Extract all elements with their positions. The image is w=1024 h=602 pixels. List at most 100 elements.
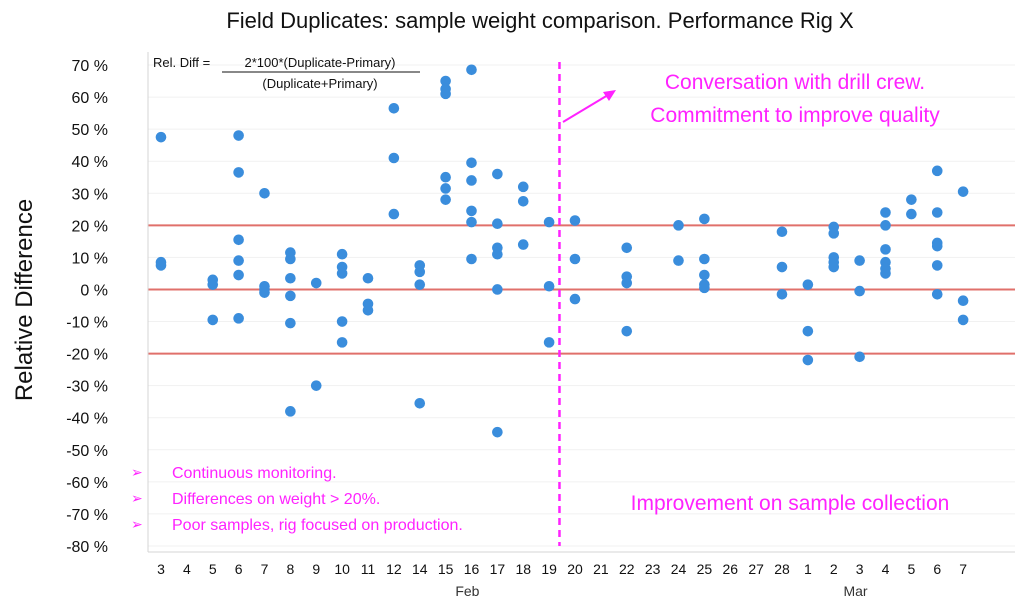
- x-tick-label: 11: [361, 561, 376, 577]
- x-tick-label: 22: [619, 561, 635, 577]
- data-points: [155, 64, 969, 438]
- data-point: [802, 354, 814, 366]
- y-tick-label: 20 %: [72, 218, 108, 235]
- y-tick-label: 60 %: [72, 90, 108, 107]
- bullet-list: ➢ Continuous monitoring. ➢ Differences o…: [131, 464, 463, 534]
- x-tick-label: 26: [722, 561, 738, 577]
- formula-prefix: Rel. Diff =: [153, 55, 210, 70]
- data-point: [155, 260, 167, 271]
- y-tick-label: -70 %: [66, 507, 108, 524]
- bullet-item: Poor samples, rig focused on production.: [172, 517, 463, 534]
- data-point: [569, 215, 581, 226]
- y-tick-labels: 70 % 60 % 50 % 40 % 30 % 20 % 10 % 0 % -10 % -20 …: [66, 58, 108, 556]
- x-tick-label: 1: [804, 561, 812, 577]
- x-tick-label: 9: [312, 561, 320, 577]
- data-point: [699, 213, 710, 225]
- data-point: [802, 279, 814, 290]
- data-point: [621, 325, 633, 337]
- data-point: [388, 208, 400, 220]
- data-point: [931, 288, 943, 300]
- data-point: [880, 244, 891, 255]
- data-point: [517, 239, 529, 250]
- data-point: [414, 279, 426, 290]
- data-point: [543, 216, 555, 228]
- conversation-text-line1: Conversation with drill crew.: [665, 71, 925, 94]
- x-tick-label: 8: [286, 561, 294, 577]
- conversation-text-line2: Commitment to improve quality: [650, 104, 940, 127]
- data-point: [310, 380, 322, 391]
- data-point: [336, 337, 348, 348]
- data-point: [285, 406, 296, 417]
- month-label: Mar: [843, 583, 867, 599]
- data-point: [776, 288, 788, 300]
- data-point: [569, 253, 581, 265]
- data-point: [854, 351, 865, 363]
- x-tick-label: 6: [933, 561, 941, 577]
- bullet-item: Differences on weight > 20%.: [172, 491, 380, 508]
- data-point: [440, 75, 451, 87]
- data-point: [336, 248, 348, 260]
- data-point: [543, 280, 555, 292]
- improvement-text: Improvement on sample collection: [631, 492, 950, 515]
- data-point: [310, 277, 322, 289]
- data-point: [828, 228, 840, 239]
- chart-title: Field Duplicates: sample weight comparis…: [226, 8, 854, 33]
- data-point: [233, 130, 244, 141]
- data-point: [492, 168, 503, 180]
- data-point: [492, 218, 503, 230]
- y-tick-label: 10 %: [72, 250, 108, 267]
- x-tick-label: 18: [515, 561, 531, 577]
- month-label: Feb: [455, 583, 479, 599]
- data-point: [621, 242, 633, 254]
- data-point: [440, 88, 451, 100]
- x-tick-label: 10: [334, 561, 350, 577]
- y-tick-label: -40 %: [66, 411, 108, 428]
- data-point: [776, 261, 788, 273]
- data-point: [336, 316, 348, 327]
- data-point: [492, 284, 503, 295]
- y-tick-label: 0 %: [80, 282, 108, 299]
- data-point: [466, 253, 477, 265]
- x-tick-label: 23: [645, 561, 661, 577]
- data-point: [880, 268, 891, 279]
- x-tick-label: 7: [261, 561, 269, 577]
- data-point: [466, 205, 477, 217]
- x-tick-label: 16: [464, 561, 480, 577]
- x-tick-label: 4: [882, 561, 890, 577]
- reference-lines: [148, 224, 1015, 355]
- x-tick-label: 17: [490, 561, 506, 577]
- x-tick-label: 25: [697, 561, 713, 577]
- data-point: [854, 285, 865, 297]
- data-point: [492, 248, 503, 260]
- data-point: [285, 272, 296, 284]
- data-point: [285, 290, 296, 302]
- x-tick-label: 6: [235, 561, 243, 577]
- data-point: [931, 207, 943, 218]
- data-point: [492, 426, 503, 438]
- y-tick-label: -80 %: [66, 539, 108, 556]
- x-tick-label: 20: [567, 561, 583, 577]
- data-point: [931, 165, 943, 177]
- y-tick-label: -10 %: [66, 315, 108, 332]
- data-point: [414, 398, 426, 409]
- y-tick-label: -60 %: [66, 475, 108, 492]
- data-point: [362, 305, 374, 316]
- data-point: [155, 131, 167, 143]
- data-point: [880, 220, 891, 231]
- data-point: [854, 255, 865, 266]
- bullet-arrow-icon: ➢: [131, 490, 143, 506]
- data-point: [673, 255, 684, 266]
- y-tick-label: 40 %: [72, 154, 108, 171]
- data-point: [931, 240, 943, 252]
- data-point: [466, 216, 477, 228]
- x-tick-label: 14: [412, 561, 428, 577]
- x-tick-label: 27: [748, 561, 764, 577]
- data-point: [957, 295, 969, 306]
- data-point: [906, 194, 917, 205]
- data-point: [517, 181, 529, 193]
- y-tick-label: 50 %: [72, 122, 108, 139]
- x-tick-label: 12: [386, 561, 402, 577]
- y-tick-label: 70 %: [72, 58, 108, 75]
- data-point: [233, 313, 244, 324]
